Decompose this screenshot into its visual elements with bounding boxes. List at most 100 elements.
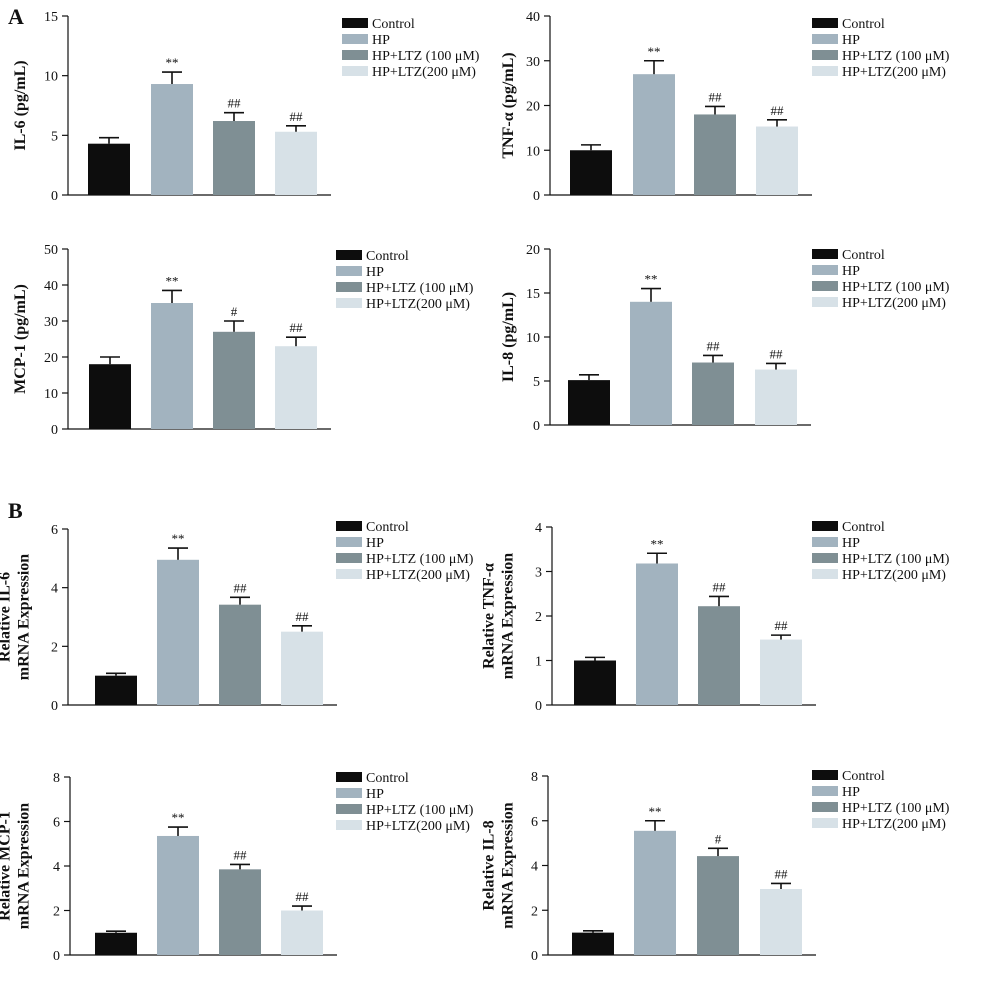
y-tick-label: 10 bbox=[44, 387, 58, 402]
legend-swatch bbox=[336, 804, 362, 814]
significance-label: ## bbox=[228, 96, 242, 111]
y-axis-label-line: IL-8 (pg/mL) bbox=[500, 292, 517, 382]
y-axis-label: Relative MCP-1 mRNA Expression bbox=[0, 803, 33, 929]
significance-label: # bbox=[231, 304, 238, 319]
bar-4 bbox=[760, 888, 802, 955]
bar-3 bbox=[697, 856, 739, 955]
significance-label: ## bbox=[770, 346, 784, 361]
significance-label: ## bbox=[709, 89, 723, 104]
bar-4 bbox=[275, 346, 317, 429]
legend-label: HP+LTZ(200 μM) bbox=[366, 297, 470, 312]
legend-swatch bbox=[336, 772, 362, 782]
legend-swatch bbox=[812, 770, 838, 780]
legend-swatch bbox=[812, 569, 838, 579]
y-axis-label: MCP-1 (pg/mL) bbox=[12, 284, 29, 394]
legend-label: HP bbox=[842, 785, 860, 800]
y-tick-label: 30 bbox=[44, 315, 58, 330]
legend-label: Control bbox=[842, 520, 885, 535]
legend-swatch bbox=[812, 818, 838, 828]
legend-swatch bbox=[812, 537, 838, 547]
bar-4 bbox=[760, 639, 802, 705]
legend-swatch bbox=[812, 553, 838, 563]
legend-label: HP+LTZ (100 μM) bbox=[372, 49, 480, 64]
legend-label: HP+LTZ(200 μM) bbox=[842, 65, 946, 80]
legend-swatch bbox=[342, 66, 368, 76]
legend-swatch bbox=[812, 265, 838, 275]
significance-label: ** bbox=[648, 44, 661, 59]
y-tick-label: 40 bbox=[44, 279, 58, 294]
legend-label: HP+LTZ (100 μM) bbox=[842, 280, 950, 295]
y-tick-label: 6 bbox=[51, 523, 58, 538]
legend-label: HP+LTZ(200 μM) bbox=[372, 65, 476, 80]
chart-5: 0 2 4 6 Relative IL-6 mRNA Expression ** ## ## Co… bbox=[0, 520, 474, 714]
significance-label: ## bbox=[707, 338, 721, 353]
y-tick-label: 0 bbox=[51, 189, 58, 204]
y-tick-label: 10 bbox=[526, 144, 540, 159]
significance-label: ## bbox=[234, 847, 248, 862]
legend-label: Control bbox=[366, 249, 409, 264]
legend-label: HP+LTZ (100 μM) bbox=[366, 281, 474, 296]
significance-label: ** bbox=[649, 804, 662, 819]
bar-2 bbox=[636, 563, 678, 705]
legend-label: Control bbox=[842, 17, 885, 32]
legend-label: HP+LTZ(200 μM) bbox=[366, 819, 470, 834]
y-tick-label: 10 bbox=[526, 331, 540, 346]
y-tick-label: 0 bbox=[51, 699, 58, 714]
legend-swatch bbox=[336, 298, 362, 308]
legend-swatch bbox=[336, 282, 362, 292]
y-axis-label-line: Relative IL-6 bbox=[0, 572, 14, 662]
y-tick-label: 3 bbox=[535, 566, 542, 581]
legend-label: HP bbox=[372, 33, 390, 48]
y-tick-label: 10 bbox=[44, 70, 58, 85]
significance-label: ## bbox=[234, 580, 248, 595]
y-tick-label: 0 bbox=[535, 699, 542, 714]
bar-2 bbox=[633, 74, 675, 195]
legend-swatch bbox=[336, 537, 362, 547]
y-tick-label: 2 bbox=[535, 610, 542, 625]
y-tick-label: 6 bbox=[531, 815, 538, 830]
y-tick-label: 0 bbox=[533, 189, 540, 204]
significance-label: ** bbox=[651, 536, 664, 551]
legend-label: HP+LTZ (100 μM) bbox=[366, 552, 474, 567]
bar-1 bbox=[95, 675, 137, 705]
legend-swatch bbox=[812, 521, 838, 531]
y-tick-label: 1 bbox=[535, 655, 542, 670]
significance-label: ** bbox=[172, 531, 185, 546]
bar-4 bbox=[281, 910, 323, 955]
bar-3 bbox=[694, 114, 736, 195]
y-axis-label-line: TNF-α (pg/mL) bbox=[500, 52, 517, 158]
legend-swatch bbox=[336, 569, 362, 579]
significance-label: ## bbox=[775, 618, 789, 633]
y-tick-label: 2 bbox=[51, 640, 58, 655]
y-axis-label-line: IL-6 (pg/mL) bbox=[12, 60, 29, 150]
y-tick-label: 4 bbox=[535, 521, 542, 536]
legend-label: HP+LTZ(200 μM) bbox=[842, 296, 946, 311]
bar-1 bbox=[568, 380, 610, 425]
chart-7: 0 2 4 6 8 Relative MCP-1 mRNA Expression ** ## ##… bbox=[0, 771, 474, 964]
bar-4 bbox=[755, 369, 797, 425]
y-tick-label: 6 bbox=[53, 816, 60, 831]
bar-1 bbox=[570, 150, 612, 195]
y-tick-label: 0 bbox=[51, 423, 58, 438]
bar-2 bbox=[151, 303, 193, 429]
bar-2 bbox=[151, 84, 193, 195]
bar-1 bbox=[88, 143, 130, 195]
legend-label: HP+LTZ(200 μM) bbox=[842, 817, 946, 832]
legend-swatch bbox=[812, 297, 838, 307]
bar-2 bbox=[157, 559, 199, 705]
legend-label: HP+LTZ (100 μM) bbox=[842, 552, 950, 567]
legend-label: Control bbox=[842, 769, 885, 784]
legend-swatch bbox=[342, 18, 368, 28]
legend-label: HP+LTZ(200 μM) bbox=[366, 568, 470, 583]
significance-label: ## bbox=[771, 103, 785, 118]
legend-label: Control bbox=[842, 248, 885, 263]
y-tick-label: 30 bbox=[526, 55, 540, 70]
legend-label: HP+LTZ (100 μM) bbox=[842, 49, 950, 64]
significance-label: # bbox=[715, 831, 722, 846]
